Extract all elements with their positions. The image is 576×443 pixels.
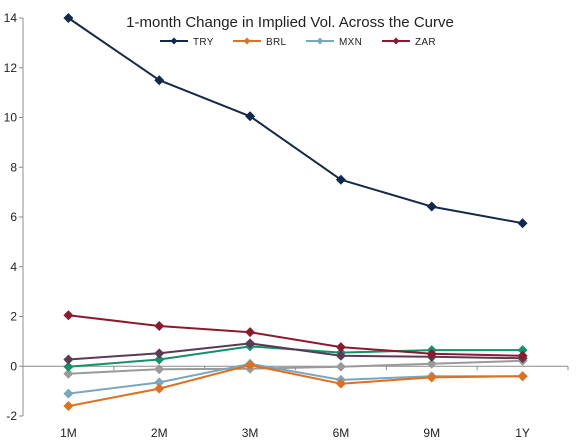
- y-tick-label: 6: [10, 210, 17, 224]
- legend-label: ZAR: [415, 37, 436, 48]
- data-point: [154, 377, 165, 388]
- y-tick-label: 0: [10, 359, 17, 373]
- data-point: [426, 358, 437, 369]
- series-line: [68, 364, 523, 408]
- data-point: [154, 354, 165, 365]
- y-tick-label: 8: [10, 160, 17, 174]
- data-point: [63, 401, 74, 412]
- y-tick-label: 12: [4, 61, 18, 75]
- x-tick-label: 1M: [60, 426, 77, 440]
- data-point: [335, 350, 346, 361]
- data-point: [154, 383, 165, 394]
- series-brl: [63, 360, 528, 412]
- legend-label: TRY: [193, 37, 214, 48]
- data-point: [154, 320, 165, 331]
- data-point: [245, 111, 256, 122]
- legend-swatch-marker: [392, 37, 400, 45]
- x-tick-label: 6M: [333, 426, 350, 440]
- series-line: [68, 314, 523, 357]
- series-line: [67, 17, 523, 225]
- y-tick-label: 10: [4, 111, 18, 125]
- data-point: [63, 310, 74, 321]
- legend-item-brl: BRL: [233, 37, 286, 48]
- data-point: [154, 348, 165, 359]
- series-try: [63, 13, 528, 229]
- legend-item-zar: ZAR: [382, 37, 436, 48]
- data-point: [63, 388, 74, 399]
- data-point: [245, 360, 256, 371]
- data-point: [426, 201, 437, 212]
- data-point: [154, 364, 165, 375]
- legend-swatch-marker: [316, 37, 324, 45]
- x-tick-label: 9M: [423, 426, 440, 440]
- data-point: [335, 174, 346, 185]
- chart-title: 1-month Change in Implied Vol. Across th…: [126, 14, 454, 31]
- legend-swatch-marker: [170, 37, 178, 45]
- data-point: [517, 350, 528, 361]
- data-point: [426, 372, 437, 383]
- legend-label: MXN: [339, 37, 362, 48]
- series-zar: [63, 310, 528, 361]
- data-point: [335, 342, 346, 353]
- data-point: [154, 75, 165, 86]
- legend-swatch-marker: [243, 37, 251, 45]
- legend-item-mxn: MXN: [306, 37, 362, 48]
- data-point: [517, 371, 528, 382]
- y-axis: -2 0 2 4 6 8 10 12 14: [4, 11, 24, 423]
- legend-item-try: TRY: [160, 37, 214, 48]
- legend-label: BRL: [266, 37, 286, 48]
- data-point: [245, 327, 256, 338]
- data-point: [63, 13, 74, 23]
- series-mxn: [63, 358, 528, 399]
- data-point: [63, 368, 74, 379]
- legend: TRY BRL MXN ZAR: [160, 37, 436, 48]
- data-point: [63, 354, 74, 365]
- data-point: [517, 345, 528, 356]
- x-axis: 1M 2M 3M 6M 9M 1Y: [22, 365, 569, 440]
- series-layer: [63, 13, 528, 412]
- x-tick-label: 1Y: [515, 426, 530, 440]
- y-tick-label: 2: [10, 310, 17, 324]
- x-tick-label: 2M: [151, 426, 168, 440]
- data-point: [517, 218, 528, 229]
- data-point: [426, 348, 437, 359]
- data-point: [63, 361, 74, 372]
- series-line: [68, 342, 523, 361]
- data-point: [245, 338, 256, 349]
- y-tick-label: 4: [10, 260, 17, 274]
- data-point: [335, 361, 346, 372]
- y-tick-label: 14: [4, 11, 18, 25]
- x-tick-label: 3M: [242, 426, 259, 440]
- data-point: [335, 378, 346, 389]
- y-tick-label: -2: [6, 409, 17, 423]
- series-line: [68, 359, 523, 375]
